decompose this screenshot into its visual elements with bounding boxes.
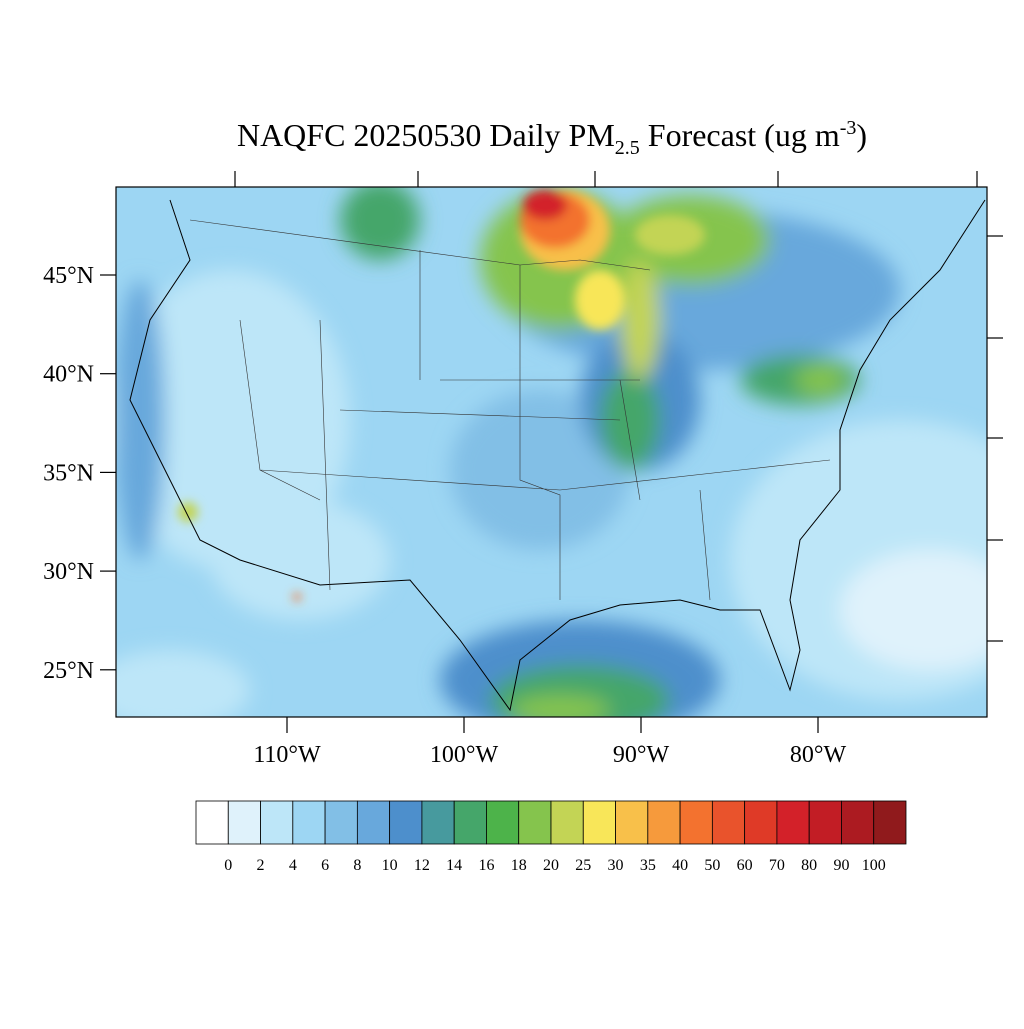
colorbar: 0 2 4 6 8 10 12 14 16 18 20 25 30 35 40 50 60 70 80 90 100 (195, 800, 907, 874)
colorbar-label: 70 (769, 857, 785, 874)
pm25-field (116, 187, 987, 717)
colorbar-box (550, 800, 584, 845)
colorbar-box (615, 800, 649, 845)
state-borders (189, 219, 831, 601)
colorbar-box (195, 800, 229, 845)
colorbar-label: 6 (321, 857, 329, 874)
title-close: ) (856, 117, 867, 153)
colorbar-label: 100 (862, 857, 886, 874)
lon-label: 80°W (790, 742, 847, 768)
lat-label: 45°N (43, 263, 94, 289)
colorbar-box (389, 800, 423, 845)
colorbar-label: 30 (608, 857, 624, 874)
colorbar-label: 20 (543, 857, 559, 874)
lat-label: 30°N (43, 559, 94, 585)
lon-label: 110°W (253, 742, 321, 768)
colorbar-label: 0 (224, 857, 232, 874)
colorbar-box (518, 800, 552, 845)
colorbar-box (421, 800, 455, 845)
colorbar-label: 10 (382, 857, 398, 874)
colorbar-label: 35 (640, 857, 656, 874)
colorbar-box (292, 800, 326, 845)
title-superscript: -3 (840, 117, 857, 139)
colorbar-label: 40 (672, 857, 688, 874)
colorbar-box (744, 800, 778, 845)
lat-label: 35°N (43, 460, 94, 486)
colorbar-box (324, 800, 358, 845)
colorbar-label: 16 (478, 857, 494, 874)
lat-label: 25°N (43, 658, 94, 684)
colorbar-label: 8 (353, 857, 361, 874)
colorbar-box (776, 800, 810, 845)
colorbar-box (873, 800, 907, 845)
map-frame (115, 186, 988, 718)
colorbar-box (582, 800, 616, 845)
colorbar-label: 18 (511, 857, 527, 874)
colorbar-label: 25 (575, 857, 591, 874)
colorbar-label: 90 (833, 857, 849, 874)
colorbar-box (841, 800, 875, 845)
title: NAQFC 20250530 Daily PM2.5 Forecast (ug … (237, 117, 867, 159)
colorbar-box (453, 800, 487, 845)
title-subscript: 2.5 (615, 137, 640, 159)
frame-ticks (234, 171, 1003, 642)
colorbar-label: 60 (737, 857, 753, 874)
colorbar-label: 50 (704, 857, 720, 874)
colorbar-box (486, 800, 520, 845)
lat-label: 40°N (43, 362, 94, 388)
colorbar-box (227, 800, 261, 845)
colorbar-box (356, 800, 391, 845)
coastline (129, 199, 986, 712)
colorbar-box (260, 800, 294, 845)
axes: 45°N 40°N 35°N 30°N 25°N 110°W 100°W 90°W 80°W (43, 263, 846, 768)
colorbar-label: 4 (289, 857, 297, 874)
title-rest: Forecast (ug m (640, 117, 840, 153)
colorbar-box (679, 800, 713, 845)
colorbar-box (647, 800, 681, 845)
title-main: NAQFC 20250530 Daily PM (237, 117, 615, 153)
lon-label: 90°W (613, 742, 670, 768)
colorbar-box (808, 800, 842, 845)
lon-label: 100°W (430, 742, 499, 768)
colorbar-label: 12 (414, 857, 430, 874)
colorbar-label: 2 (257, 857, 265, 874)
colorbar-label: 80 (801, 857, 817, 874)
colorbar-label: 14 (446, 857, 462, 874)
colorbar-box (711, 800, 746, 845)
